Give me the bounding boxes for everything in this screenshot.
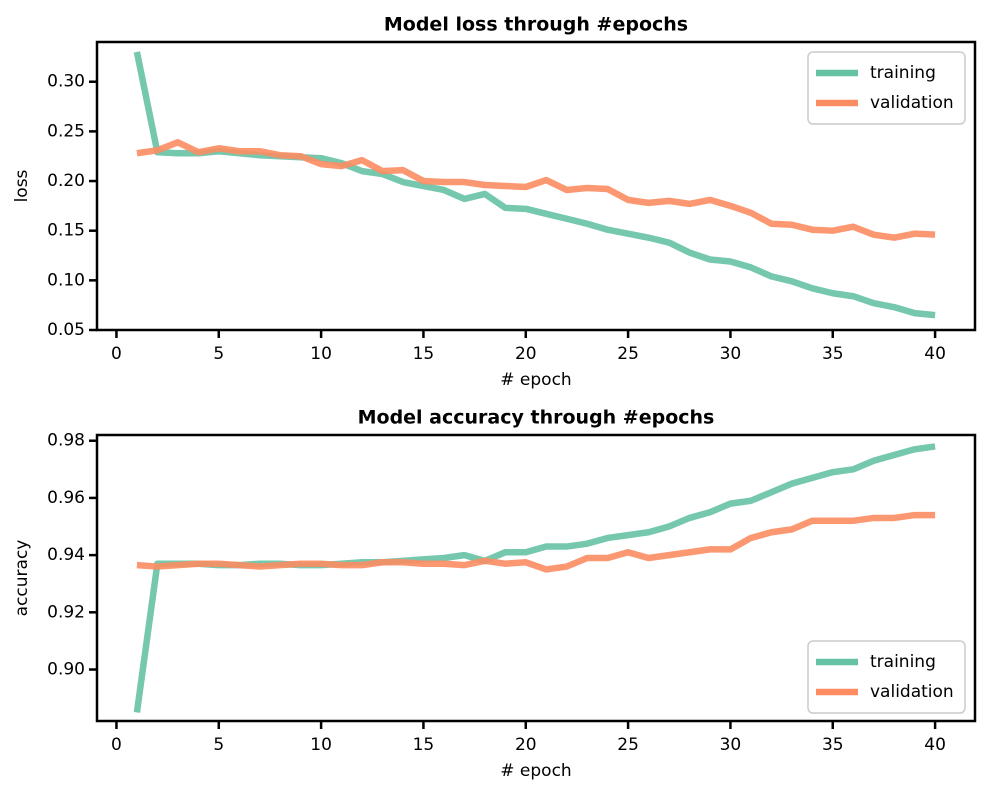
- x-tick-label: 0: [111, 735, 122, 755]
- y-tick-label: 0.30: [47, 72, 85, 92]
- chart-title: Model accuracy through #epochs: [358, 407, 715, 429]
- x-tick-label: 10: [310, 735, 332, 755]
- x-tick-label: 30: [720, 344, 742, 364]
- x-tick-label: 5: [213, 344, 224, 364]
- x-axis-label: # epoch: [500, 370, 571, 390]
- y-axis-label: loss: [12, 169, 32, 202]
- x-tick-label: 40: [924, 735, 946, 755]
- x-tick-label: 25: [617, 735, 639, 755]
- legend-label: validation: [870, 682, 954, 702]
- plot-frame: [95, 433, 977, 723]
- y-tick-label: 0.96: [47, 488, 85, 508]
- x-tick-label: 5: [213, 735, 224, 755]
- x-tick-label: 15: [413, 735, 435, 755]
- plot-frame: [95, 40, 977, 332]
- legend-label: training: [870, 63, 936, 83]
- y-tick-label: 0.94: [47, 545, 85, 565]
- y-tick-label: 0.90: [47, 660, 85, 680]
- y-tick-label: 0.10: [47, 270, 85, 290]
- x-tick-label: 30: [720, 735, 742, 755]
- legend: training validation: [807, 640, 966, 714]
- x-tick-label: 25: [617, 344, 639, 364]
- y-tick-label: 0.92: [47, 602, 85, 622]
- y-tick-label: 0.25: [47, 121, 85, 141]
- x-tick-label: 20: [515, 344, 537, 364]
- legend-label: validation: [870, 93, 954, 113]
- legend-label: training: [870, 652, 936, 672]
- x-tick-label: 35: [822, 735, 844, 755]
- y-axis-label: accuracy: [12, 540, 32, 617]
- y-tick-label: 0.20: [47, 171, 85, 191]
- x-axis-label: # epoch: [500, 761, 571, 781]
- x-tick-label: 0: [111, 344, 122, 364]
- chart-title: Model loss through #epochs: [384, 14, 688, 36]
- y-tick-label: 0.98: [47, 431, 85, 451]
- x-tick-label: 40: [924, 344, 946, 364]
- series-line: [136, 511, 936, 573]
- y-tick-label: 0.05: [47, 320, 85, 340]
- x-tick-label: 10: [310, 344, 332, 364]
- legend: training validation: [807, 51, 966, 125]
- x-tick-label: 15: [413, 344, 435, 364]
- y-tick-label: 0.15: [47, 221, 85, 241]
- x-tick-label: 20: [515, 735, 537, 755]
- series-line: [136, 139, 936, 241]
- x-tick-label: 35: [822, 344, 844, 364]
